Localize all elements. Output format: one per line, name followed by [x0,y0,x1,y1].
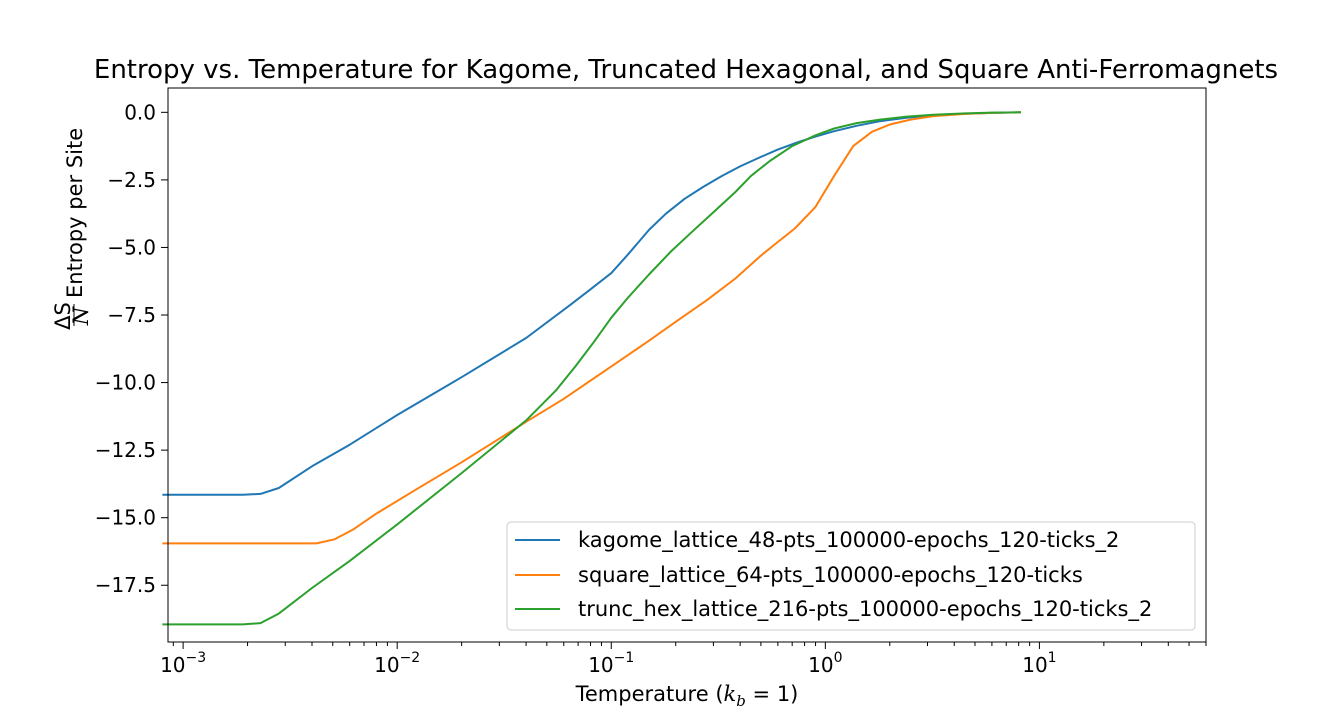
y-axis-ticks: 0.0 −2.5 −5.0 −7.5 −10.0 −12.5 −15.0 −17.5 [95,100,168,597]
x-axis-label-rest: = 1) [746,682,799,706]
x-tick-label-exponent: 0 [834,650,843,666]
legend-label-square: square_lattice_64-pts_100000-epochs_120-… [578,563,1083,588]
x-tick-label-base: 10 [374,653,399,677]
x-tick-label: 10−2 [374,650,420,677]
x-tick-label-exponent: −2 [400,650,421,666]
x-tick-label-exponent: −3 [186,650,207,666]
y-tick-label: −12.5 [95,438,156,462]
y-tick-label: −2.5 [107,168,156,192]
legend-box [506,521,1196,631]
x-axis-label-prefix: Temperature ( [575,682,724,706]
legend-label-kagome: kagome_lattice_48-pts_100000-epochs_120-… [578,528,1119,553]
x-tick-label-exponent: −1 [614,650,635,666]
series-line-1 [162,111,1022,545]
y-axis-label-numerator: ΔS [51,302,75,330]
x-tick-label: 10−1 [588,650,634,677]
chart-title: Entropy vs. Temperature for Kagome, Trun… [94,55,1278,85]
x-axis-label: Temperature (kb = 1) [575,682,799,710]
x-tick-label-base: 10 [1022,653,1047,677]
x-tick-label: 101 [1022,650,1056,677]
x-axis-ticks: 10−3 10−2 10−1 100 101 [160,642,1207,677]
x-tick-label-exponent: 1 [1048,650,1057,666]
legend: kagome_lattice_48-pts_100000-epochs_120-… [506,521,1196,631]
y-axis-label-denominator: N [69,306,93,326]
legend-label-trunc-hex: trunc_hex_lattice_216-pts_100000-epochs_… [578,597,1152,622]
x-tick-label-base: 10 [588,653,613,677]
y-tick-label: −5.0 [107,235,156,259]
y-tick-label: −10.0 [95,371,156,395]
x-tick-label-base: 10 [160,653,185,677]
x-tick-label-base: 10 [808,653,833,677]
x-tick-label: 10−3 [160,650,206,677]
x-axis-label-k: k [724,682,737,706]
y-tick-label: 0.0 [124,100,156,124]
series-line-2 [162,111,1022,626]
y-tick-label: −17.5 [95,573,156,597]
series-layer [162,111,1022,626]
series-line-0 [162,111,1022,496]
plot-frame [167,87,1207,643]
x-axis-label-sub: b [736,692,746,710]
y-axis-label: ΔS N Entropy per Site [51,128,93,330]
y-tick-label: −7.5 [107,303,156,327]
y-axis-label-text: Entropy per Site [63,128,87,298]
x-tick-label: 100 [808,650,842,677]
y-tick-label: −15.0 [95,506,156,530]
